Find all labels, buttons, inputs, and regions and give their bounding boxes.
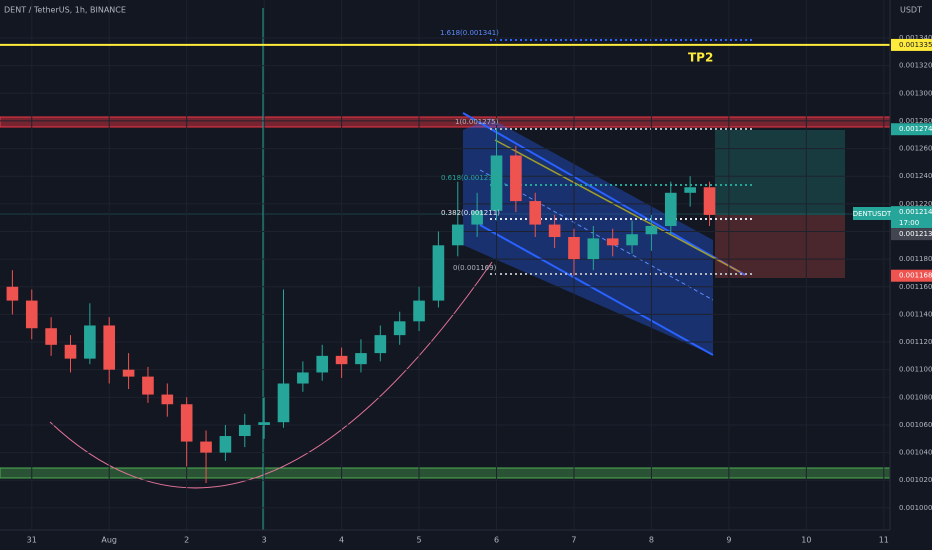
candle-body — [316, 355, 329, 373]
channel-top — [462, 112, 746, 276]
candle-body — [25, 300, 38, 329]
candle-body — [277, 383, 290, 423]
y-tick-label: 0.001120 — [899, 338, 932, 346]
y-tick-label: 0.001300 — [899, 89, 932, 97]
resistance-zone — [0, 116, 891, 128]
y-tick-label: 0.001220 — [899, 200, 932, 208]
y-tick-label: 0.001020 — [899, 476, 932, 484]
candle-body — [64, 344, 77, 359]
candle-body — [297, 372, 309, 384]
price-tag: 0.001335 — [899, 41, 932, 49]
y-tick-label: 0.001160 — [899, 283, 932, 291]
fib-label: 0(0.001169) — [453, 264, 497, 272]
y-tick-label: 0.001000 — [899, 504, 932, 512]
candle-body — [142, 376, 154, 395]
price-tag-bg — [891, 206, 932, 219]
fib-label: 0.618(0.001235) — [441, 174, 500, 182]
candle-body — [45, 328, 57, 345]
annotation: TP2 — [688, 51, 713, 65]
symbol-tag-bg — [853, 207, 891, 220]
price-tag: 0.001214 — [899, 208, 932, 216]
candle-body — [684, 187, 696, 193]
candle-body — [510, 155, 522, 202]
channel-fill — [463, 118, 713, 355]
x-tick-label: 2 — [184, 536, 189, 545]
candle-body — [84, 325, 96, 359]
x-tick-label: 7 — [571, 536, 576, 545]
x-tick-label: 31 — [27, 536, 37, 545]
y-tick-label: 0.001340 — [899, 34, 932, 42]
candle-body — [200, 441, 212, 453]
candle-body — [374, 335, 387, 354]
channel-bottom — [479, 224, 714, 356]
candle-body — [568, 237, 580, 260]
candle-body — [471, 210, 483, 225]
price-tag-bg — [891, 269, 932, 282]
price-tag: 0.001168 — [899, 272, 932, 280]
candle-body — [703, 187, 716, 215]
candle-body — [161, 394, 174, 405]
x-tick-label: 6 — [494, 536, 499, 545]
y-tick-label: 0.001240 — [899, 172, 932, 180]
candle-body — [490, 155, 503, 211]
fib-label: 1(0.001275) — [455, 118, 499, 126]
projection-arrow — [494, 139, 741, 273]
y-tick-label: 0.001280 — [899, 117, 932, 125]
price-tag-bg — [891, 123, 932, 136]
y-tick-label: 0.001260 — [899, 145, 932, 153]
y-tick-label: 0.001060 — [899, 421, 932, 429]
axis-unit: USDT — [900, 6, 922, 15]
candle-body — [122, 369, 135, 377]
x-tick-label: 5 — [417, 536, 422, 545]
price-tag: 0.001274 — [899, 125, 932, 133]
y-tick-label: 0.001080 — [899, 393, 932, 401]
x-tick-label: 4 — [339, 536, 344, 545]
candle-body — [355, 353, 367, 365]
fib-label: 1.618(0.001341) — [440, 29, 499, 37]
candle-body — [6, 286, 19, 301]
y-tick-label: 0.001100 — [899, 366, 932, 374]
candle-body — [219, 436, 232, 453]
candle-body — [587, 238, 600, 260]
chart-title: DENT / TetherUS, 1h, BINANCE — [4, 6, 126, 15]
x-tick-label: 8 — [649, 536, 654, 545]
loss-zone — [715, 215, 845, 278]
candle-body — [529, 201, 542, 225]
price-tag-bg — [891, 38, 932, 51]
x-tick-label: Aug — [101, 536, 117, 545]
price-tag-bg — [891, 228, 932, 241]
candle-body — [664, 192, 677, 226]
candle-body — [451, 224, 464, 246]
candle-body — [432, 245, 445, 301]
y-tick-label: 0.001320 — [899, 62, 932, 70]
y-tick-label: 0.001140 — [899, 310, 932, 318]
countdown: 17:00 — [899, 219, 919, 227]
candle-body — [606, 238, 619, 246]
symbol-tag: DENTUSDT — [853, 210, 892, 218]
fib-label: 0.382(0.001211) — [441, 209, 500, 217]
candle-body — [413, 300, 425, 322]
candle-body — [335, 355, 348, 365]
candle-body — [645, 225, 658, 235]
x-tick-label: 11 — [879, 536, 889, 545]
candle-body — [548, 224, 561, 238]
y-tick-label: 0.001180 — [899, 255, 932, 263]
y-tick-label: 0.001040 — [899, 449, 932, 457]
candle-body — [180, 404, 193, 442]
candle-body — [258, 422, 270, 425]
candle-body — [103, 325, 116, 370]
candle-body — [626, 234, 638, 246]
countdown-bg — [891, 217, 932, 229]
price-tag: 0.001213 — [899, 230, 932, 238]
profit-zone — [715, 130, 845, 215]
cup-arc — [49, 261, 493, 489]
candle-body — [238, 424, 251, 437]
candle-body — [393, 321, 406, 336]
x-tick-label: 9 — [726, 536, 731, 545]
x-tick-label: 10 — [801, 536, 811, 545]
x-tick-label: 3 — [262, 536, 267, 545]
